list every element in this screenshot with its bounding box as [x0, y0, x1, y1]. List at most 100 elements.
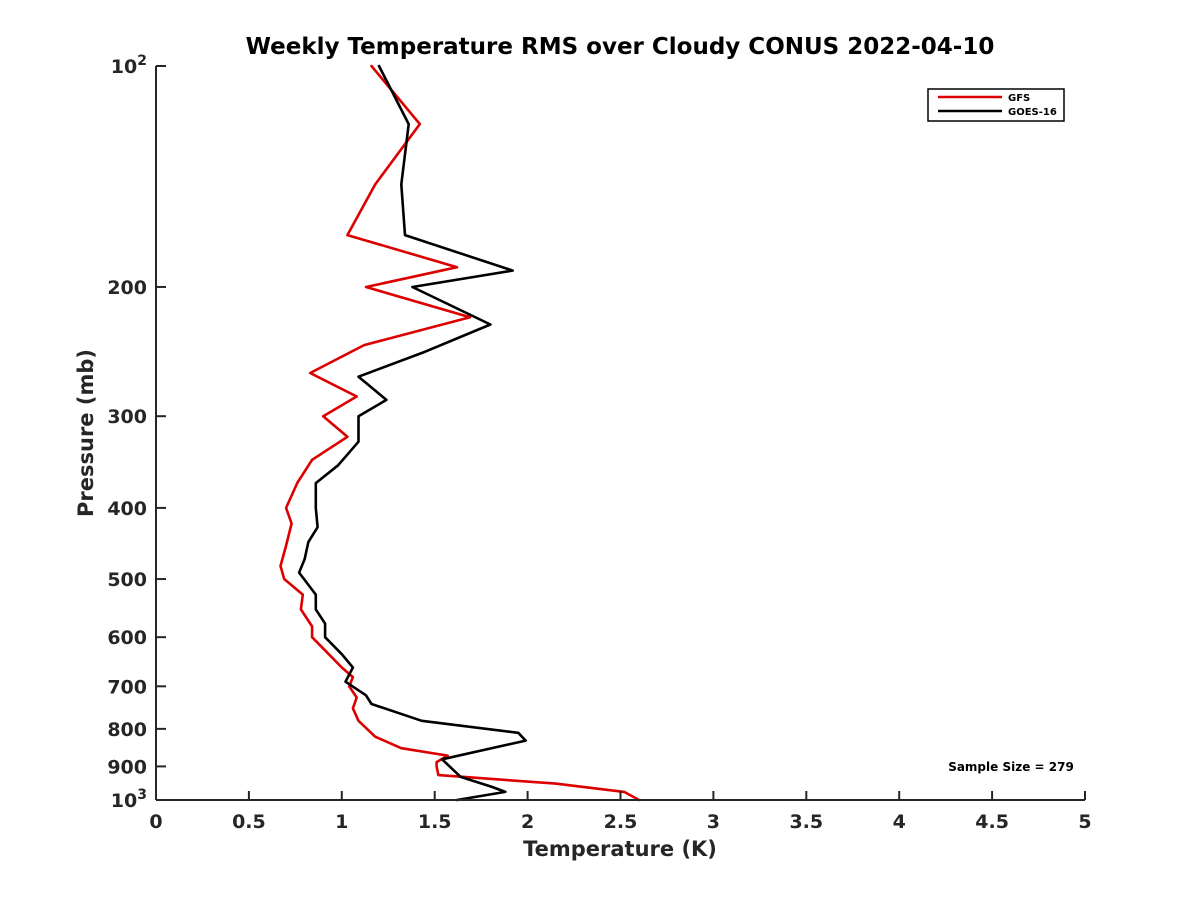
data-point-goes16 [324, 622, 326, 625]
data-point-gfs [374, 736, 376, 738]
data-point-goes16 [404, 234, 406, 236]
y-tick-label: 900 [107, 756, 147, 778]
data-point-gfs [623, 791, 625, 793]
data-point-gfs [356, 395, 358, 398]
data-point-goes16 [324, 636, 326, 638]
series-layer [279, 64, 641, 802]
data-point-gfs [346, 436, 348, 438]
data-point-goes16 [460, 776, 462, 778]
data-point-gfs [400, 747, 402, 749]
data-point-goes16 [304, 558, 306, 560]
data-point-gfs [469, 316, 471, 318]
data-point-gfs [311, 636, 313, 638]
x-tick-label: 3.5 [789, 811, 823, 833]
data-point-goes16 [315, 482, 317, 484]
data-point-gfs [352, 676, 354, 678]
y-axis-title: Pressure (mb) [74, 349, 98, 517]
x-tick-label: 0 [149, 811, 162, 833]
x-tick-label: 2.5 [604, 811, 638, 833]
legend: GFS GOES-16 [927, 88, 1065, 122]
y-tick-label: 700 [107, 676, 147, 698]
data-point-goes16 [424, 351, 427, 353]
x-axis-ticks: 0 0.5 1 1.5 2 2.5 3 3.5 4 4.5 5 [149, 791, 1092, 833]
x-axis-title: Temperature (K) [523, 837, 717, 861]
data-point-goes16 [370, 703, 373, 705]
y-tick-label: 500 [107, 569, 147, 591]
data-point-gfs [346, 234, 348, 236]
data-point-goes16 [400, 183, 402, 186]
data-point-goes16 [441, 758, 443, 760]
x-tick-label: 1 [335, 811, 348, 833]
data-point-goes16 [365, 694, 367, 696]
y-axis-ticks: 102 200 300 400 500 600 700 800 900 103 [107, 53, 166, 812]
y-tick-label: 600 [107, 627, 147, 649]
data-point-gfs [365, 286, 367, 288]
data-point-gfs [419, 123, 421, 125]
data-point-gfs [456, 266, 458, 268]
legend-box [927, 88, 1065, 122]
chart-title: Weekly Temperature RMS over Cloudy CONUS… [246, 34, 995, 60]
legend-label-gfs: GFS [1008, 93, 1030, 104]
data-point-gfs [370, 65, 373, 67]
data-point-goes16 [411, 286, 414, 288]
data-point-goes16 [315, 507, 317, 509]
data-point-gfs [348, 685, 350, 687]
data-point-goes16 [352, 666, 354, 669]
data-point-gfs [285, 544, 287, 547]
sample-size-annotation: Sample Size = 279 [948, 760, 1074, 774]
y-tick-label: 300 [107, 406, 147, 428]
y-tick-label: 400 [107, 498, 147, 520]
data-point-goes16 [489, 323, 492, 326]
data-point-goes16 [317, 526, 319, 528]
x-tick-label: 3 [707, 811, 720, 833]
data-point-gfs [285, 507, 287, 509]
data-point-gfs [302, 593, 304, 596]
legend-label-goes16: GOES-16 [1008, 107, 1057, 118]
data-point-goes16 [491, 786, 493, 788]
data-point-gfs [363, 344, 365, 346]
x-tick-label: 0.5 [232, 811, 266, 833]
x-tick-label: 1.5 [418, 811, 452, 833]
data-point-gfs [435, 761, 438, 763]
data-point-gfs [283, 578, 285, 580]
data-point-gfs [435, 765, 438, 768]
data-point-gfs [296, 482, 298, 484]
series-line-goes16 [297, 64, 528, 802]
data-point-gfs [328, 653, 330, 655]
data-point-goes16 [378, 65, 380, 67]
data-point-gfs [341, 666, 343, 669]
data-point-goes16 [517, 732, 519, 734]
data-point-goes16 [315, 608, 317, 611]
x-tick-label: 5 [1078, 811, 1091, 833]
data-point-gfs [279, 565, 282, 567]
y-tick-label: 800 [107, 719, 147, 741]
data-point-gfs [291, 522, 293, 525]
data-point-gfs [352, 707, 354, 709]
x-tick-label: 2 [521, 811, 534, 833]
y-tick-label: 103 [111, 787, 147, 812]
data-point-goes16 [341, 653, 343, 655]
data-point-goes16 [357, 376, 360, 378]
data-point-gfs [554, 783, 557, 785]
data-point-goes16 [357, 441, 360, 443]
data-point-gfs [300, 608, 302, 611]
data-point-goes16 [344, 681, 347, 683]
y-tick-label: 200 [107, 277, 147, 299]
data-point-goes16 [448, 765, 451, 768]
data-point-gfs [309, 372, 311, 374]
data-point-gfs [322, 415, 324, 417]
data-point-goes16 [512, 270, 514, 272]
data-point-gfs [447, 755, 449, 757]
y-tick-label: 102 [111, 53, 147, 78]
data-point-gfs [311, 625, 313, 627]
data-point-gfs [357, 720, 360, 722]
x-tick-label: 4 [893, 811, 906, 833]
data-point-goes16 [421, 720, 423, 722]
data-point-goes16 [408, 123, 410, 125]
data-point-gfs [356, 696, 358, 699]
x-tick-label: 4.5 [975, 811, 1009, 833]
data-point-gfs [437, 774, 440, 776]
series-line-gfs [279, 64, 641, 802]
data-point-goes16 [307, 541, 309, 543]
